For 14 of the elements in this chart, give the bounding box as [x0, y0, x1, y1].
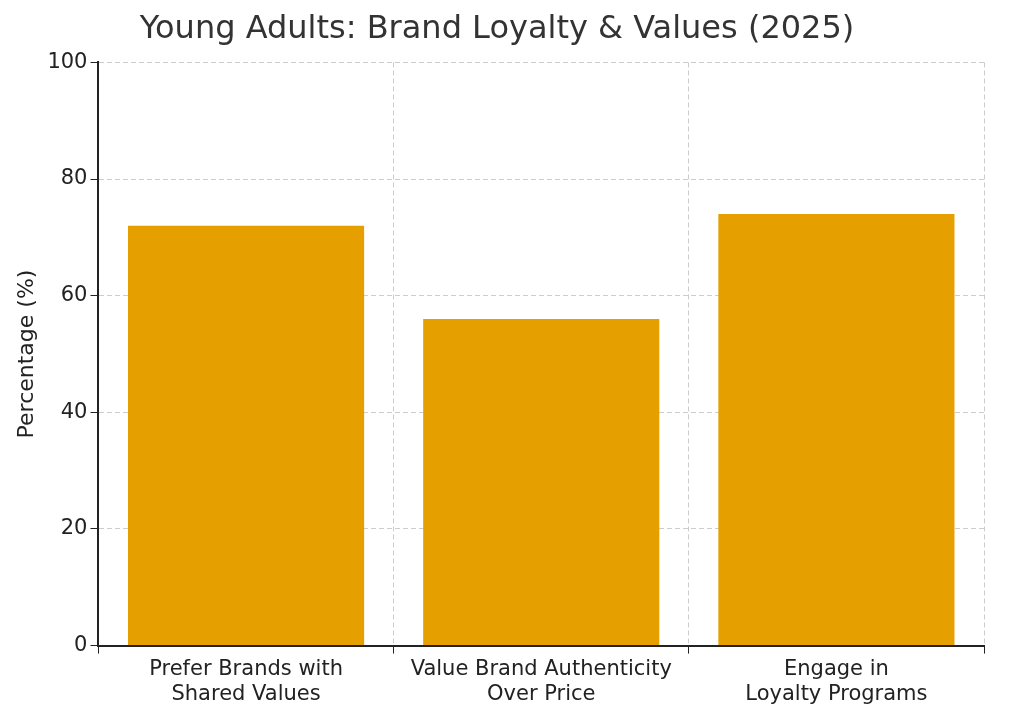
y-tick-label: 20 — [60, 515, 88, 540]
bar — [128, 225, 365, 646]
bar — [718, 214, 955, 646]
bar — [423, 319, 660, 646]
y-tick-label: 80 — [60, 165, 88, 190]
chart-title: Young Adults: Brand Loyalty & Values (2025) — [138, 7, 855, 46]
y-tick-label: 100 — [47, 48, 88, 73]
y-axis-title: Percentage (%) — [12, 269, 38, 439]
y-tick-label: 60 — [60, 282, 88, 307]
x-tick-label: Prefer Brands with Shared Values — [149, 655, 343, 705]
x-tick-label: Engage in Loyalty Programs — [745, 655, 928, 705]
y-tick-label: 40 — [60, 398, 88, 423]
y-tick-label: 0 — [74, 632, 88, 657]
x-tick-label: Value Brand Authenticity Over Price — [410, 655, 672, 705]
